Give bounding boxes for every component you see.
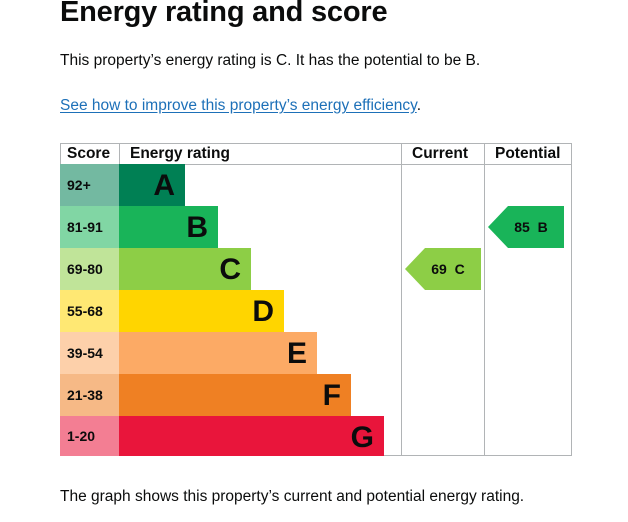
score-cell: 1-20 — [60, 416, 119, 456]
grid-current-divider — [401, 143, 402, 456]
energy-rating-graph: Score Energy rating Current Potential 92… — [60, 143, 572, 456]
potential-arrow-shape — [488, 206, 564, 248]
grid-score-divider — [119, 143, 120, 165]
rating-bar: D — [119, 290, 284, 332]
score-cell: 55-68 — [60, 290, 119, 332]
score-header: Score — [67, 145, 111, 162]
page-title: Energy rating and score — [60, 0, 388, 28]
improve-paragraph: See how to improve this property’s energ… — [60, 96, 421, 116]
grid-right-border — [571, 143, 572, 456]
rating-bar: E — [119, 332, 317, 374]
potential-header: Potential — [495, 145, 561, 162]
rating-bar: B — [119, 206, 218, 248]
potential-rating-label: 85 B — [514, 219, 548, 235]
score-cell: 92+ — [60, 164, 119, 206]
score-cell: 81-91 — [60, 206, 119, 248]
graph-description: The graph shows this property’s current … — [60, 488, 525, 505]
current-arrow-shape — [405, 248, 481, 290]
rating-bar: A — [119, 164, 185, 206]
rating-bar: F — [119, 374, 351, 416]
current-rating-arrow: 69 C — [405, 248, 481, 290]
current-rating-label: 69 C — [431, 261, 465, 277]
link-suffix: . — [416, 97, 421, 114]
rating-summary: This property’s energy rating is C. It h… — [60, 52, 481, 69]
score-cell: 39-54 — [60, 332, 119, 374]
energy-rating-header: Energy rating — [130, 145, 230, 162]
grid-header-divider — [119, 164, 401, 165]
rating-bar: G — [119, 416, 384, 456]
rating-bar: C — [119, 248, 251, 290]
grid-potential-divider — [484, 143, 485, 456]
score-cell: 69-80 — [60, 248, 119, 290]
grid-header-divider-right — [401, 164, 572, 165]
grid-top-border — [60, 143, 572, 144]
score-cell: 21-38 — [60, 374, 119, 416]
current-header: Current — [412, 145, 468, 162]
improve-efficiency-link[interactable]: See how to improve this property’s energ… — [60, 97, 417, 114]
potential-rating-arrow: 85 B — [488, 206, 564, 248]
